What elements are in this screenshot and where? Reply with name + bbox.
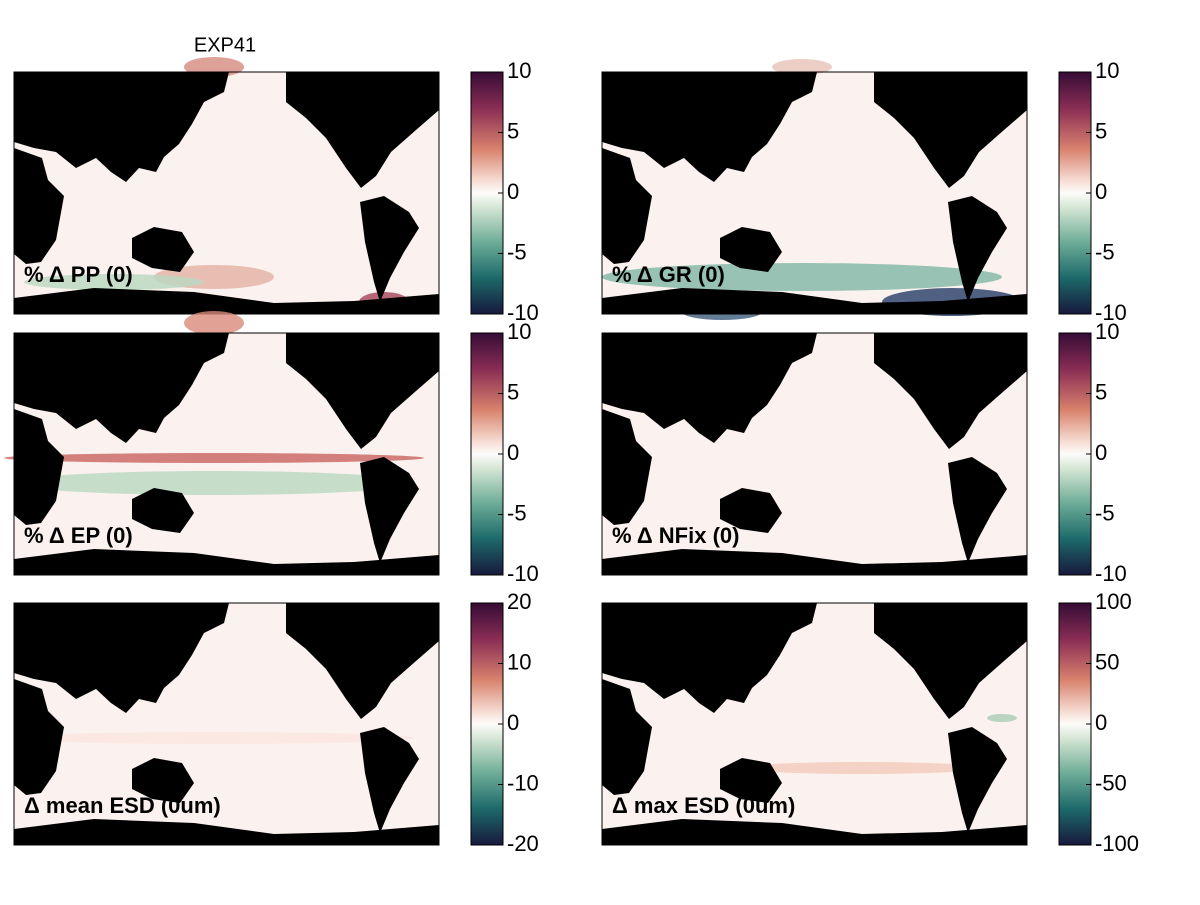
colorbar-tick-label: 50: [1095, 649, 1119, 674]
anomaly: [184, 311, 244, 335]
panel-title: EXP41: [194, 34, 256, 56]
colorbar-tick-label: -10: [507, 561, 539, 586]
colorbar-tick-label: 0: [507, 710, 519, 735]
colorbar-tick-label: -10: [1095, 561, 1127, 586]
anomaly: [602, 263, 1002, 291]
colorbar-tick-label: -5: [1095, 500, 1115, 525]
panel-label: % Δ NFix (0): [612, 523, 739, 548]
colorbar: [1058, 602, 1092, 846]
map-panel: Δ mean ESD (0um): [13, 602, 440, 846]
colorbar-tick-label: 10: [507, 319, 531, 344]
anomaly: [4, 453, 424, 463]
colorbar-tick-label: 0: [1095, 179, 1107, 204]
colorbar: [1058, 332, 1092, 576]
colorbar-tick-label: -20: [507, 831, 539, 856]
colorbar-tick-label: 5: [507, 379, 519, 404]
colorbar-tick-label: 10: [507, 649, 531, 674]
colorbar-tick-label: 0: [1095, 440, 1107, 465]
panel-label: % Δ EP (0): [24, 523, 133, 548]
colorbar-tick-label: 5: [507, 118, 519, 143]
colorbar-tick-label: 5: [1095, 118, 1107, 143]
colorbar-tick-label: -10: [507, 770, 539, 795]
map-frame: [13, 602, 440, 846]
colorbar-tick-label: -10: [507, 300, 539, 325]
anomaly: [772, 59, 832, 75]
colorbar-tick-label: 5: [1095, 379, 1107, 404]
anomaly: [742, 762, 982, 774]
map-panel: % Δ GR (0): [601, 59, 1028, 320]
colorbar-tick-label: -5: [507, 500, 527, 525]
colorbar-tick-label: 0: [507, 179, 519, 204]
colorbar-tick-label: 10: [1095, 319, 1119, 344]
panel-label: % Δ GR (0): [612, 262, 725, 287]
colorbar-tick-label: 0: [1095, 710, 1107, 735]
map-frame: [601, 71, 1028, 315]
colorbar-tick-label: 10: [507, 58, 531, 83]
map-panel: % Δ NFix (0): [601, 332, 1028, 576]
map-panel: % Δ PP (0): [13, 57, 440, 315]
map-panel: Δ max ESD (0um): [601, 602, 1028, 846]
colorbar-tick-label: -5: [507, 239, 527, 264]
anomaly: [24, 274, 204, 290]
colorbar-tick-label: -10: [1095, 300, 1127, 325]
map-panel: % Δ EP (0): [4, 311, 440, 576]
anomaly: [14, 471, 414, 495]
map-frame: [601, 332, 1028, 576]
anomaly: [987, 714, 1017, 722]
panel-label: % Δ PP (0): [24, 262, 133, 287]
panel-label: Δ max ESD (0um): [612, 793, 795, 818]
colorbar-tick-label: 20: [507, 589, 531, 614]
colorbar-tick-label: -50: [1095, 770, 1127, 795]
colorbar-tick-label: -5: [1095, 239, 1115, 264]
colorbar: [470, 71, 504, 315]
map-frame: [601, 602, 1028, 846]
colorbar-tick-label: 100: [1095, 589, 1132, 614]
colorbar-tick-label: 0: [507, 440, 519, 465]
map-frame: [13, 332, 440, 576]
anomaly: [14, 732, 414, 744]
colorbar-tick-label: 10: [1095, 58, 1119, 83]
panel-label: Δ mean ESD (0um): [24, 793, 221, 818]
colorbar: [470, 602, 504, 846]
colorbar-tick-label: -100: [1095, 831, 1139, 856]
colorbar: [470, 332, 504, 576]
